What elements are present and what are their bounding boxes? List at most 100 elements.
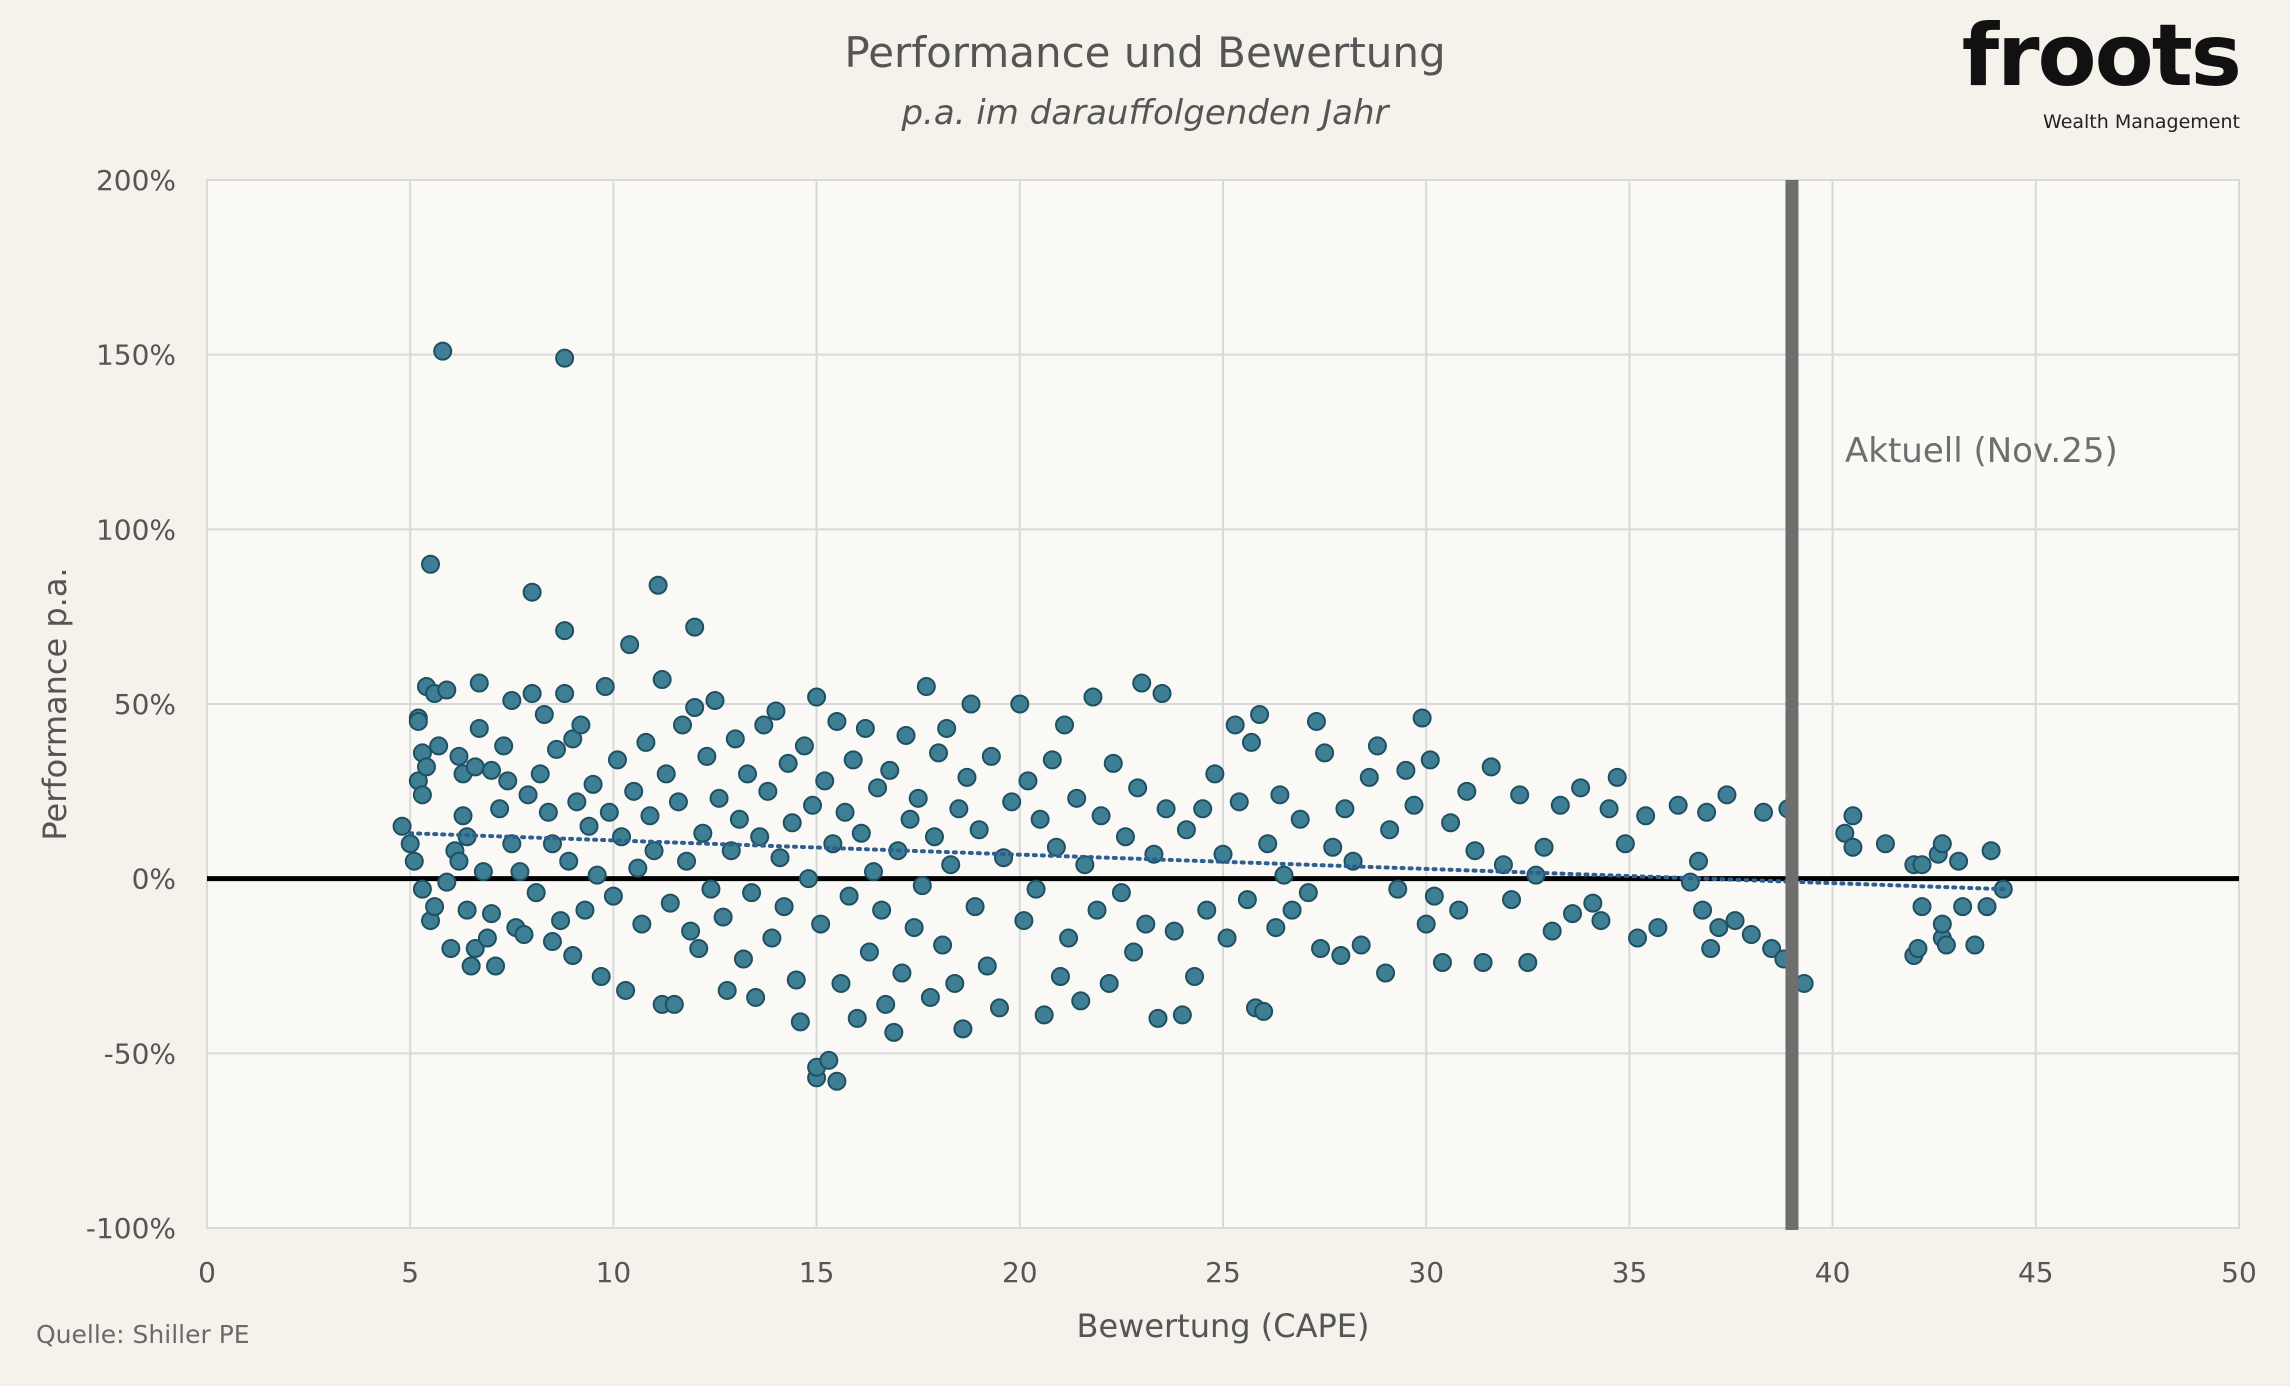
y-tick-label: -50% xyxy=(104,1037,176,1070)
data-point xyxy=(994,848,1014,868)
data-point xyxy=(530,764,550,784)
data-point xyxy=(892,963,912,983)
data-point xyxy=(563,729,583,749)
x-tick-label: 15 xyxy=(799,1256,835,1289)
data-point xyxy=(1067,788,1087,808)
data-point xyxy=(400,834,420,854)
data-point xyxy=(1250,704,1270,724)
data-point xyxy=(863,862,883,882)
data-point xyxy=(1688,851,1708,871)
data-point xyxy=(469,673,489,693)
data-point xyxy=(416,757,436,777)
data-point xyxy=(685,697,705,717)
x-tick-label: 5 xyxy=(401,1256,419,1289)
data-point xyxy=(1949,851,1969,871)
data-point xyxy=(1083,687,1103,707)
data-point xyxy=(1932,834,1952,854)
data-point xyxy=(461,956,481,976)
data-point xyxy=(1152,684,1172,704)
trendline xyxy=(408,831,2006,892)
data-point xyxy=(1404,795,1424,815)
data-point xyxy=(1270,785,1290,805)
data-point xyxy=(876,994,896,1014)
chart-title: Performance und Bewertung xyxy=(844,28,1446,77)
y-tick-label: 0% xyxy=(132,863,176,896)
data-point xyxy=(498,771,518,791)
data-point xyxy=(1534,837,1554,857)
data-point xyxy=(1046,837,1066,857)
x-tick-label: 50 xyxy=(2221,1256,2257,1289)
data-point xyxy=(1018,771,1038,791)
data-point xyxy=(632,914,652,934)
data-point xyxy=(490,799,510,819)
data-point xyxy=(933,935,953,955)
data-point xyxy=(555,621,575,641)
data-point xyxy=(965,897,985,917)
data-point xyxy=(1258,834,1278,854)
data-point xyxy=(1103,753,1123,773)
data-point xyxy=(1071,991,1091,1011)
data-point xyxy=(851,823,871,843)
data-point xyxy=(713,907,733,927)
data-point xyxy=(437,872,457,892)
y-tick-label: 150% xyxy=(96,339,176,372)
data-point xyxy=(1185,966,1205,986)
data-point xyxy=(656,764,676,784)
data-point xyxy=(733,949,753,969)
data-point xyxy=(1002,792,1022,812)
data-point xyxy=(514,925,534,945)
data-point xyxy=(721,841,741,861)
data-point xyxy=(551,911,571,931)
data-point xyxy=(900,809,920,829)
data-point xyxy=(494,736,514,756)
data-point xyxy=(1473,953,1493,973)
data-point xyxy=(1217,928,1237,948)
data-point xyxy=(1298,883,1318,903)
data-point xyxy=(1754,802,1774,822)
data-point xyxy=(819,1050,839,1070)
y-tick-label: 100% xyxy=(96,513,176,546)
data-point xyxy=(1055,715,1075,735)
data-point xyxy=(1099,973,1119,993)
data-point xyxy=(668,792,688,812)
data-point xyxy=(953,1019,973,1039)
data-point xyxy=(1420,750,1440,770)
data-point xyxy=(1111,883,1131,903)
data-point xyxy=(1502,890,1522,910)
data-point xyxy=(1136,914,1156,934)
data-point xyxy=(599,802,619,822)
data-point xyxy=(1193,799,1213,819)
data-point xyxy=(1628,928,1648,948)
data-point xyxy=(542,932,562,952)
data-point xyxy=(1615,834,1635,854)
data-point xyxy=(677,851,697,871)
data-point xyxy=(477,928,497,948)
x-tick-label: 20 xyxy=(1002,1256,1038,1289)
data-point xyxy=(1087,900,1107,920)
data-point xyxy=(1156,799,1176,819)
data-point xyxy=(1636,806,1656,826)
data-point xyxy=(697,746,717,766)
data-point xyxy=(766,701,786,721)
data-point xyxy=(709,788,729,808)
data-point xyxy=(859,942,879,962)
data-point xyxy=(1908,939,1928,959)
data-point xyxy=(1376,963,1396,983)
data-point xyxy=(1932,914,1952,934)
data-point xyxy=(689,939,709,959)
data-point xyxy=(449,851,469,871)
data-point xyxy=(725,729,745,749)
data-point xyxy=(1237,890,1257,910)
data-point xyxy=(555,684,575,704)
data-point xyxy=(949,799,969,819)
data-point xyxy=(924,827,944,847)
data-point xyxy=(1912,855,1932,875)
data-point xyxy=(1709,918,1729,938)
data-point xyxy=(941,855,961,875)
x-axis-label: Bewertung (CAPE) xyxy=(1077,1307,1370,1345)
data-point xyxy=(644,841,664,861)
data-point xyxy=(1607,767,1627,787)
data-point xyxy=(1936,935,1956,955)
data-point xyxy=(811,914,831,934)
